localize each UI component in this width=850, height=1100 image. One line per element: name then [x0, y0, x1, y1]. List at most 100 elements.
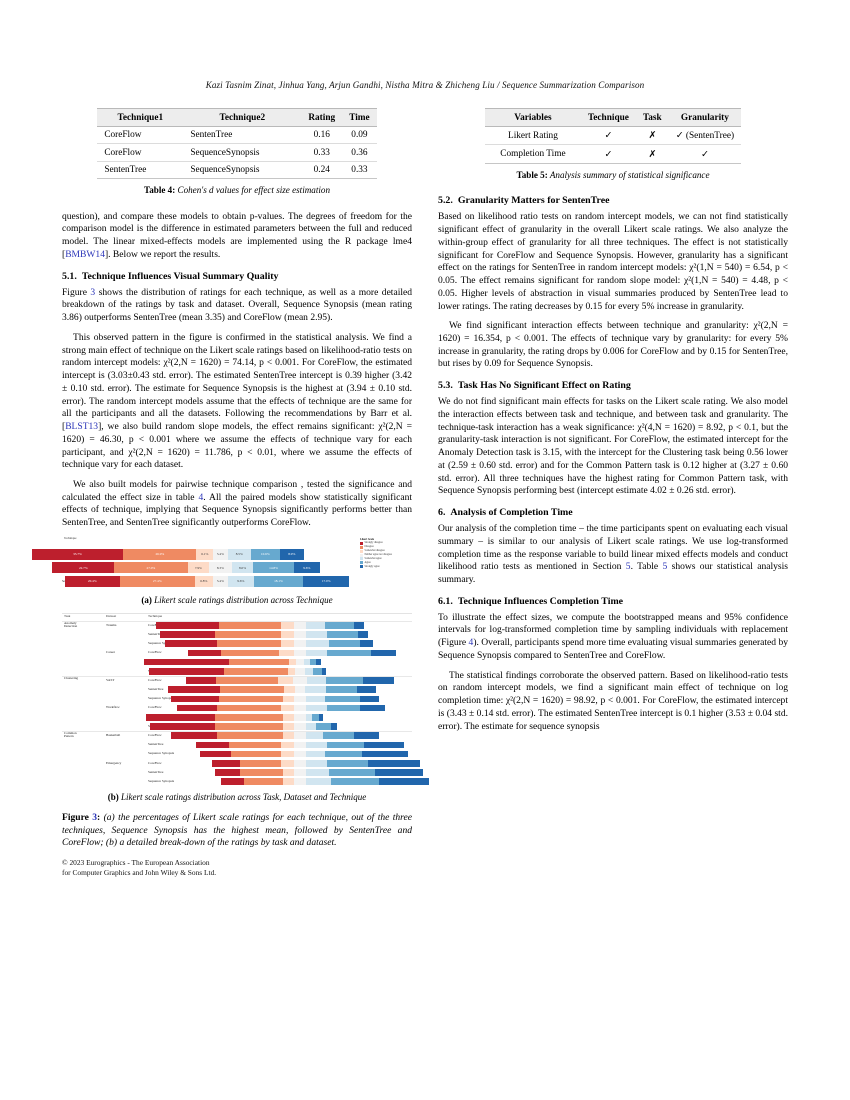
chart-a-row: Sequence Synopsis20.4%27.4%6.8%5.4%9.6%1…	[62, 575, 412, 588]
chart-b-segment	[312, 714, 319, 721]
table-cell: 0.36	[342, 143, 377, 162]
chart-b-segment	[293, 704, 307, 712]
figure-3a-caption-label: (a)	[141, 594, 152, 605]
table-4-caption: Table 4: Cohen's d values for effect siz…	[62, 185, 412, 197]
chart-b-segment	[316, 723, 332, 730]
chart-a-segment: 5.4%	[213, 575, 228, 587]
legend-swatch	[360, 553, 363, 557]
chart-b-segment	[325, 686, 358, 694]
table-4-wrapper: Technique1 Technique2 Rating Time CoreFl…	[62, 108, 412, 180]
chart-b-group-divider	[62, 620, 412, 622]
chart-b-segment	[331, 778, 379, 786]
table-cell: 0.24	[301, 161, 343, 180]
chart-b-segment	[239, 760, 282, 767]
table-4-caption-label: Table 4:	[144, 185, 176, 196]
chart-b-segment	[281, 760, 294, 767]
chart-a-segment: 8.9%	[279, 548, 304, 560]
chart-b-segment	[186, 677, 216, 684]
chart-b-segment	[306, 723, 317, 730]
chart-b-segment	[218, 695, 284, 703]
chart-b-segment	[318, 714, 323, 721]
chart-b-segment	[378, 778, 429, 786]
chart-b-row-track	[150, 723, 408, 730]
legend-swatch	[360, 557, 363, 561]
figure-3: Technique CoreFlow33.7%26.9%6.1%5.4%8.5%…	[31, 536, 429, 850]
chart-b-segment	[326, 704, 361, 712]
heading-5-1: 5.1. Technique Influences Visual Summary …	[62, 271, 412, 282]
legend-swatch	[360, 545, 363, 549]
chart-b-segment	[306, 778, 332, 786]
paragraph-5-2-a: Based on likelihood ratio tests on rando…	[438, 211, 788, 312]
legend-label: Agree	[364, 560, 371, 564]
chart-b-row: SentenTree	[62, 630, 412, 639]
chart-b-row: SentenTree	[62, 768, 423, 777]
chart-b-segment	[216, 704, 282, 712]
chart-b-row: Sequence Synopsis	[62, 695, 412, 704]
chart-b-segment	[360, 704, 386, 712]
chart-b-dataset-label: Basketball	[106, 732, 121, 737]
chart-b-technique-label: CoreFlow	[148, 622, 162, 627]
chart-b-segment	[328, 769, 375, 776]
chart-b-segment	[304, 658, 311, 666]
table-4-header-cell: Technique1	[97, 108, 184, 127]
table-5-caption: Table 5: Analysis summary of statistical…	[438, 170, 788, 182]
figure-3-caption-label: Figure 3:	[62, 811, 101, 823]
chart-b-group-divider	[62, 731, 412, 733]
legend-label: Strongly agree	[364, 564, 380, 568]
chart-b-row-track	[187, 649, 408, 657]
chart-a-legend-item: Neither agree nor disagree	[360, 553, 412, 557]
table-4-caption-text: Cohen's d values for effect size estimat…	[175, 185, 330, 196]
chart-b-segment	[283, 714, 294, 721]
chart-b-row: SentenTree	[62, 658, 412, 667]
chart-b-row: Sequence Synopsis	[62, 639, 412, 648]
table-4: Technique1 Technique2 Rating Time CoreFl…	[97, 108, 377, 180]
chart-a-segment: 10.6%	[250, 548, 280, 560]
table-5: Variables Technique Task Granularity Lik…	[484, 108, 742, 164]
chart-b-segment	[310, 658, 317, 666]
copyright-notice: © 2023 Eurographics - The European Assoc…	[62, 858, 412, 877]
chart-b-segment	[223, 668, 289, 675]
table-cell: ✗	[635, 126, 669, 146]
chart-b-segment	[363, 677, 395, 684]
chart-b-segment	[293, 631, 307, 638]
chart-b-segment	[306, 704, 327, 712]
table-row: SentenTree SequenceSynopsis 0.24 0.33	[97, 161, 377, 180]
chart-b-row-track	[186, 677, 408, 684]
heading-5-3-title: Task Has No Significant Effect on Rating	[457, 380, 631, 392]
chart-b-row: Anomaly Detection Trauma CoreFlow	[62, 621, 412, 630]
legend-label: Neither agree nor disagree	[364, 553, 392, 557]
chart-b-row: Sequence Synopsis	[62, 667, 412, 676]
chart-b-segment	[322, 732, 354, 740]
chart-b-segment	[306, 732, 323, 740]
chart-a-segment: 9.6%	[293, 562, 320, 574]
chart-b-segment	[294, 668, 306, 675]
chart-b-segment	[357, 686, 376, 694]
paragraph-5-1-a: Figure 3 shows the distribution of ratin…	[62, 286, 413, 324]
chart-b-dataset-label: Trauma	[106, 622, 117, 627]
chart-b-technique-label: CoreFlow	[148, 705, 162, 710]
table-cell: 0.33	[342, 161, 377, 180]
chart-b-segment	[313, 668, 322, 675]
chart-a-segment: 8.0%	[231, 562, 254, 574]
legend-label: Somewhat agree	[364, 556, 382, 560]
table-5-header-cell: Granularity	[668, 108, 742, 127]
chart-a-row: CoreFlow33.7%26.9%6.1%5.4%8.5%10.6%8.9%	[31, 548, 412, 561]
figure-3a-caption-text: Likert scale ratings distribution across…	[151, 594, 333, 605]
chart-b-segment	[231, 750, 282, 758]
chart-b-segment	[164, 640, 217, 648]
chart-b-segment	[278, 677, 293, 684]
chart-a-row: SentenTree22.7%27.0%7.9%8.3%8.0%14.8%9.6…	[52, 561, 412, 574]
chart-b-segment	[362, 750, 408, 758]
heading-6: 6. Analysis of Completion Time	[438, 507, 788, 518]
chart-b-segment	[293, 714, 307, 721]
table-5-header-cell: Variables	[484, 108, 581, 127]
chart-b-technique-label: Sequence Synopsis	[148, 696, 175, 701]
chart-a-segment: 14.8%	[253, 562, 294, 574]
heading-5-2-number: 5.2.	[438, 195, 453, 207]
table-cell: ✓	[668, 144, 742, 164]
chart-b-row: SentenTree	[62, 713, 412, 722]
chart-b-segment	[306, 760, 327, 767]
chart-b-segment	[239, 769, 284, 776]
chart-b-segment	[293, 723, 307, 730]
heading-6-1-title: Technique Influences Completion Time	[457, 595, 624, 607]
